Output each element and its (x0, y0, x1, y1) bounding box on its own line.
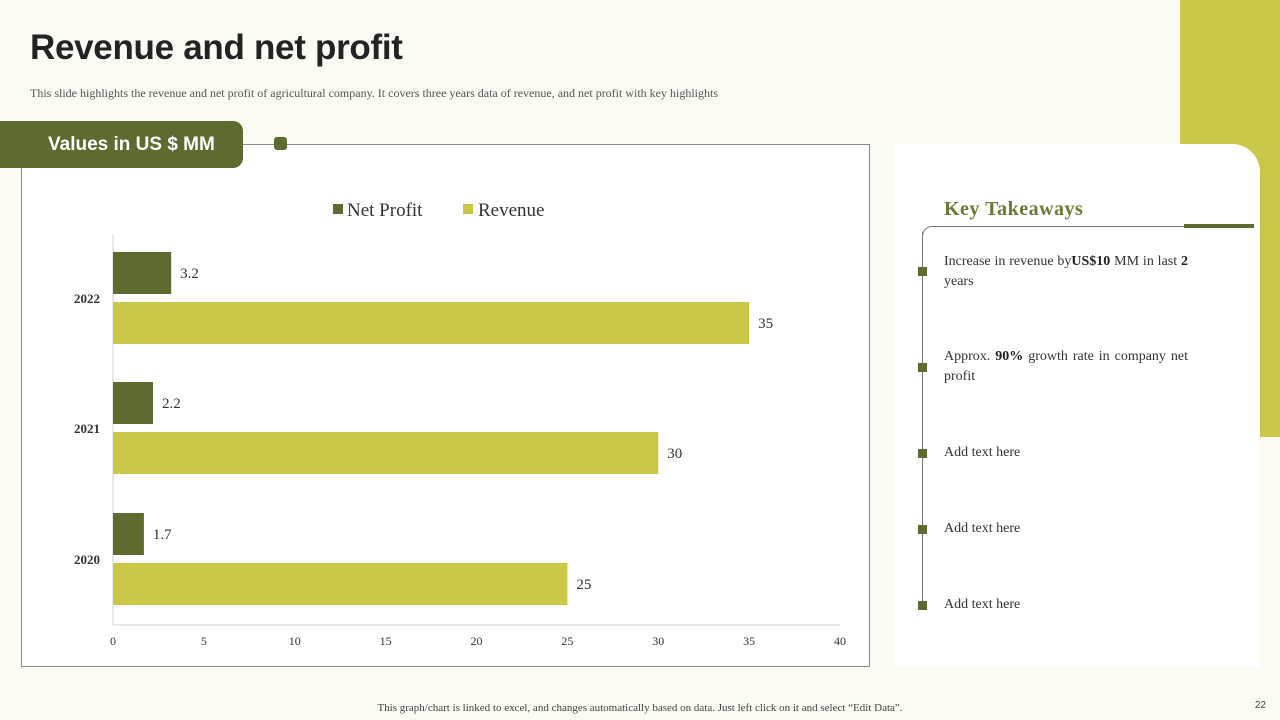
timeline-marker (918, 267, 927, 276)
y-category-label: 2021 (74, 421, 100, 436)
y-category-label: 2020 (74, 552, 100, 567)
takeaways-title: Key Takeaways (944, 198, 1084, 220)
timeline-marker (918, 601, 927, 610)
x-tick-label: 5 (201, 634, 207, 648)
x-tick-label: 20 (471, 634, 483, 648)
data-label: 35 (758, 316, 773, 332)
x-tick-label: 35 (743, 634, 755, 648)
bar-net-profit-2021 (113, 382, 153, 424)
legend-swatch-net-profit (333, 204, 343, 214)
bar-revenue-2021 (113, 432, 659, 474)
x-tick-label: 25 (561, 634, 573, 648)
bar-net-profit-2022 (113, 252, 172, 294)
timeline-marker (918, 363, 927, 372)
x-tick-label: 15 (380, 634, 392, 648)
timeline-curve (922, 226, 1184, 238)
tab-connector (243, 144, 870, 145)
takeaway-item-3: Add text here (944, 445, 1021, 460)
timeline-line (922, 232, 923, 607)
takeaways-card (894, 144, 1260, 667)
bar-net-profit-2020 (113, 513, 144, 555)
bar-revenue-2022 (113, 302, 750, 344)
footer-note: This graph/chart is linked to excel, and… (377, 702, 903, 714)
takeaway-item-1: Increase in revenue byUS$10 MM in last 2… (944, 254, 1188, 289)
values-unit-tab: Values in US $ MM (0, 121, 243, 168)
legend-label: Revenue (478, 200, 544, 221)
takeaway-item-5: Add text here (944, 597, 1021, 612)
x-tick-label: 30 (652, 634, 664, 648)
takeaway-item-2: Approx. 90% growth rate in company net p… (944, 349, 1188, 384)
legend-swatch-revenue (463, 204, 473, 214)
page-subtitle: This slide highlights the revenue and ne… (30, 86, 719, 100)
tab-node (274, 137, 287, 150)
x-tick-label: 40 (834, 634, 846, 648)
data-label: 30 (667, 446, 682, 462)
data-label: 25 (576, 577, 591, 593)
data-label: 2.2 (162, 396, 181, 412)
data-label: 1.7 (153, 527, 172, 543)
page-number: 22 (1254, 700, 1266, 711)
y-category-label: 2022 (74, 291, 100, 306)
bar-revenue-2020 (113, 563, 568, 605)
data-label: 3.2 (180, 266, 199, 282)
timeline-marker (918, 449, 927, 458)
takeaway-item-4: Add text here (944, 521, 1021, 536)
timeline-marker (918, 525, 927, 534)
page-title: Revenue and net profit (30, 28, 403, 67)
legend-label: Net Profit (347, 200, 423, 221)
x-tick-label: 0 (110, 634, 116, 648)
takeaways-title-underline (1184, 224, 1254, 228)
x-tick-label: 10 (289, 634, 301, 648)
